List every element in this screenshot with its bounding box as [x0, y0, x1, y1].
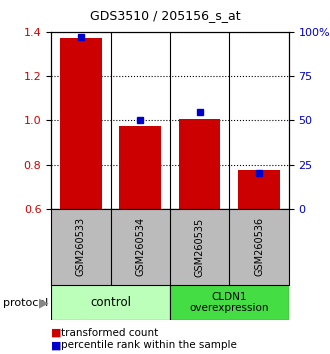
- Text: ▶: ▶: [39, 296, 49, 309]
- Text: GDS3510 / 205156_s_at: GDS3510 / 205156_s_at: [90, 9, 240, 22]
- Text: GSM260536: GSM260536: [254, 217, 264, 276]
- Bar: [60, 39, 102, 209]
- Text: ■: ■: [51, 340, 62, 350]
- Bar: [238, 170, 280, 209]
- Text: ■: ■: [51, 328, 62, 338]
- Text: percentile rank within the sample: percentile rank within the sample: [61, 340, 237, 350]
- Text: GSM260533: GSM260533: [76, 217, 86, 276]
- Text: protocol: protocol: [3, 298, 49, 308]
- Bar: [51, 285, 170, 320]
- Bar: [179, 119, 220, 209]
- Text: CLDN1
overexpression: CLDN1 overexpression: [190, 292, 269, 314]
- Bar: [119, 126, 161, 209]
- Text: transformed count: transformed count: [61, 328, 158, 338]
- Bar: [170, 285, 289, 320]
- Text: control: control: [90, 296, 131, 309]
- Text: GSM260535: GSM260535: [195, 217, 205, 276]
- Text: GSM260534: GSM260534: [135, 217, 145, 276]
